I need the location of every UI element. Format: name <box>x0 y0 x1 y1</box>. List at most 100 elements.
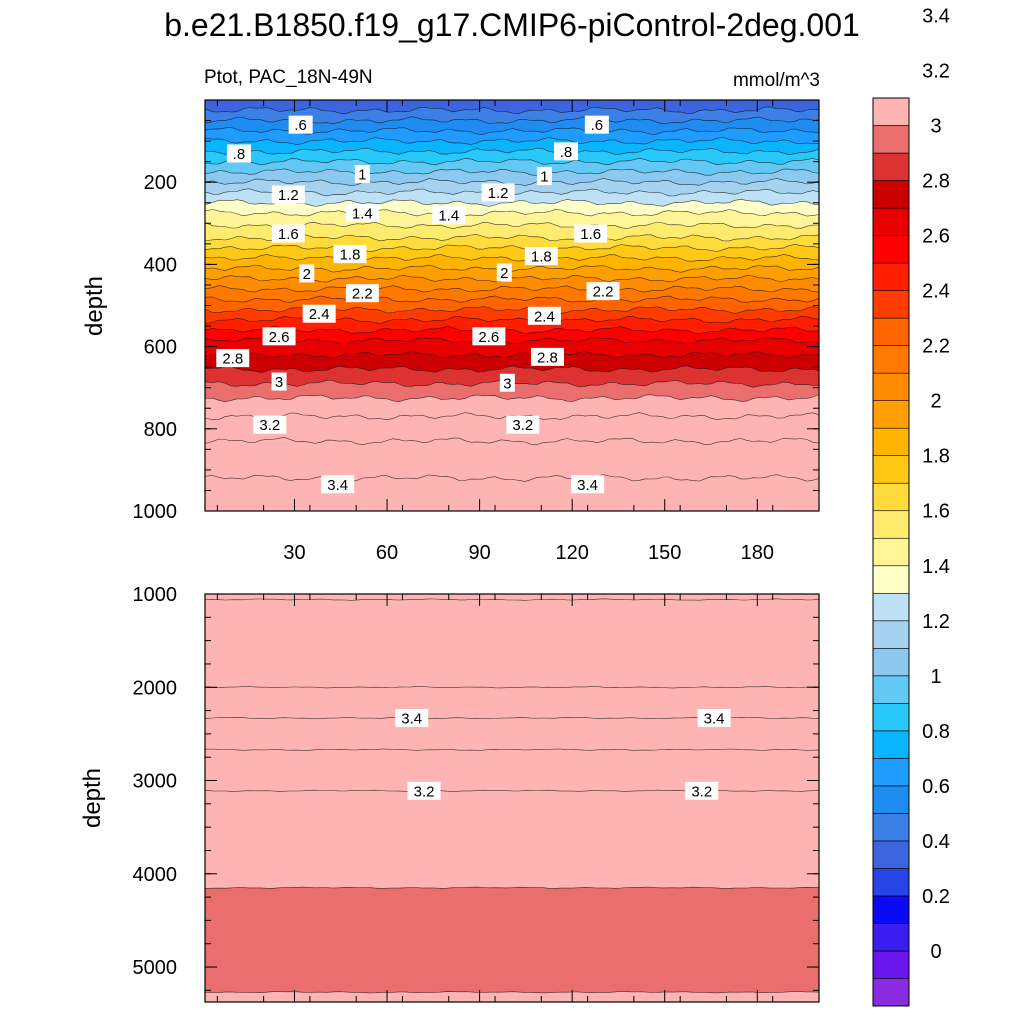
upper-contour-line <box>205 365 819 373</box>
colorbar-label: 1.4 <box>922 556 950 578</box>
contour-label-text: .8 <box>560 144 573 161</box>
contour-label: 2.4 <box>302 304 336 323</box>
contour-label: 1.8 <box>333 245 367 264</box>
upper-band <box>205 437 819 482</box>
contour-label: 1.2 <box>271 185 305 204</box>
colorbar-frame <box>872 97 910 1007</box>
x-tick-label: 90 <box>468 542 490 564</box>
upper-contour-line <box>205 350 819 359</box>
y-tick-label: 1000 <box>133 501 178 523</box>
lower-bands <box>205 594 819 1002</box>
colorbar-cell <box>872 620 910 649</box>
contour-label-text: 2 <box>500 265 508 282</box>
contour-label-box <box>288 115 313 134</box>
contour-label: 3.2 <box>407 781 441 800</box>
contour-label-text: .6 <box>591 117 604 134</box>
colorbar-cell <box>872 235 910 264</box>
contour-label-text: 1.8 <box>340 247 361 264</box>
contour-label-text: 3.2 <box>691 783 712 800</box>
lower-contour-line <box>205 991 819 994</box>
upper-band <box>205 306 819 324</box>
contour-label-text: 2.2 <box>593 284 614 301</box>
colorbar-cell <box>872 180 910 209</box>
contour-label-box <box>506 415 540 434</box>
contour-label-text: 3.4 <box>327 477 348 494</box>
colorbar-label: 3.2 <box>922 60 950 82</box>
contour-label-text: 1.4 <box>352 206 373 223</box>
upper-contour-line <box>205 285 819 293</box>
lower-contour-line <box>205 598 819 601</box>
contour-label: 1.6 <box>271 224 305 243</box>
contour-label-box <box>685 781 719 800</box>
upper-y-axis-label: depth <box>81 276 108 336</box>
contour-label-box <box>333 245 367 264</box>
x-tick-label: 60 <box>376 542 398 564</box>
contour-label-box <box>271 224 305 243</box>
contour-label-box <box>530 347 564 366</box>
contour-label-text: 1.4 <box>438 208 459 225</box>
colorbar-cell <box>872 923 910 952</box>
contour-label-box <box>321 475 355 494</box>
colorbar-cell <box>872 262 910 291</box>
contour-label: 2.6 <box>472 327 506 346</box>
x-tick-label: 180 <box>741 542 774 564</box>
upper-contour-line <box>205 198 819 207</box>
contour-label-box <box>524 247 558 266</box>
colorbar-cell <box>872 125 910 154</box>
upper-band <box>205 148 819 165</box>
contour-label-text: 2.8 <box>222 351 243 368</box>
contour-label-box <box>345 204 379 223</box>
contour-label: 1.4 <box>432 206 466 225</box>
contour-label-box <box>584 115 609 134</box>
colorbar-label: 1.8 <box>922 446 950 468</box>
lower-band <box>205 686 819 719</box>
colorbar-label: 1.2 <box>922 611 950 633</box>
upper-panel: .6 .6 .8 .8 1 1 1.2 1.2 1.4 1.4 1.6 1.6 1.8 1.8 2 2 2.2 2… <box>81 67 820 564</box>
x-tick-label: 150 <box>648 542 681 564</box>
contour-label: 3.4 <box>395 709 429 728</box>
contour-label-box <box>481 183 515 202</box>
y-tick-label: 3000 <box>133 771 178 793</box>
upper-contour-line <box>205 437 819 446</box>
x-tick-label: 120 <box>555 542 588 564</box>
contour-label-box <box>354 164 370 183</box>
colorbar-cell <box>872 97 910 126</box>
colorbar-cell <box>872 482 910 512</box>
upper-bands <box>205 100 819 511</box>
lower-plot-frame <box>204 593 820 1003</box>
contour-label-text: 2.6 <box>269 329 290 346</box>
colorbar-cell <box>872 372 910 401</box>
contour-label: 2.8 <box>216 349 250 368</box>
colorbar-cells <box>872 97 910 1007</box>
upper-band <box>205 326 819 344</box>
lower-band <box>205 717 819 751</box>
contour-label-box <box>432 206 466 225</box>
colorbar-cell <box>872 813 910 842</box>
colorbar-cell <box>872 152 910 181</box>
contour-label-text: 2.4 <box>309 306 330 323</box>
contour-label-text: 2.8 <box>537 349 558 366</box>
colorbar-label: 0.8 <box>922 721 950 743</box>
upper-contour-line <box>205 157 819 166</box>
contour-label: 1 <box>536 167 552 186</box>
colorbar-cell <box>872 427 910 456</box>
y-tick-label: 400 <box>144 254 177 276</box>
colorbar-label: 0.4 <box>922 831 950 853</box>
upper-ticks: 30 60 90 120 150 180 200 400 600 800 1000 <box>133 99 820 564</box>
y-tick-label: 5000 <box>133 957 178 979</box>
contour-label: 2.6 <box>262 327 296 346</box>
colorbar-cell <box>872 648 910 677</box>
colorbar-cell <box>872 537 910 567</box>
colorbar-label: 0.2 <box>922 886 950 908</box>
contour-label-box <box>345 284 379 303</box>
contour-label-box <box>499 373 515 392</box>
contour-label-box <box>216 349 250 368</box>
contour-label-text: 2 <box>303 266 311 283</box>
contour-label: .6 <box>584 115 609 134</box>
lower-ticks: 1000 2000 3000 4000 5000 <box>133 584 820 1002</box>
contour-label-text: 3 <box>503 375 511 392</box>
contour-label-text: 2.4 <box>534 308 555 325</box>
contour-label: .8 <box>553 142 578 161</box>
contour-label-box <box>299 264 315 283</box>
contour-label: .8 <box>226 144 251 163</box>
